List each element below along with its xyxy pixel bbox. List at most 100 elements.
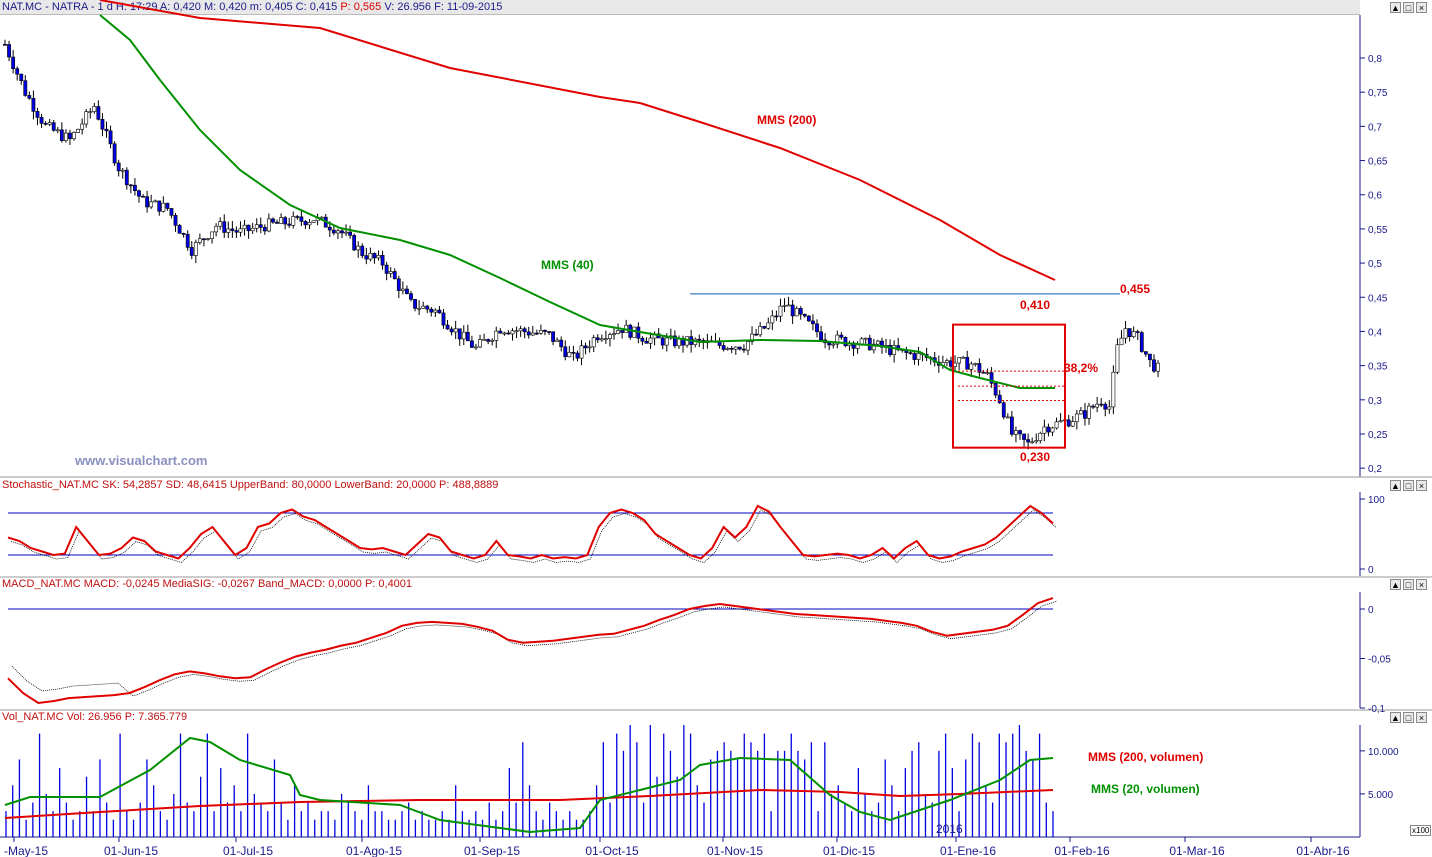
candle-body	[575, 352, 580, 359]
candle-body	[697, 338, 702, 341]
candle-body	[1074, 413, 1079, 422]
candle-body	[1131, 331, 1136, 337]
macd-title: MACD_NAT.MC MACD: -0,0245 MediaSIG: -0,0…	[2, 578, 413, 590]
candle-body	[161, 202, 166, 212]
candle-body	[214, 225, 219, 233]
candle-body	[770, 315, 775, 324]
candle-body	[599, 338, 604, 341]
candle-body	[76, 128, 80, 133]
candle-body	[640, 337, 645, 342]
stoch-k-line	[7, 504, 1054, 560]
candle-body	[1038, 432, 1043, 441]
header-p-value: P: 0,565	[340, 1, 382, 13]
candle-body	[116, 162, 121, 172]
mma40-line	[99, 14, 1055, 389]
candle-body	[1115, 344, 1120, 373]
candle-body	[526, 331, 531, 336]
candle-body	[969, 363, 974, 370]
candle-body	[39, 117, 44, 124]
candle-body	[47, 122, 52, 125]
candle-body	[3, 44, 7, 46]
candle-body	[567, 352, 572, 358]
restore-button-1[interactable]: □	[1403, 2, 1414, 13]
candle-body	[831, 343, 836, 346]
candle-body	[429, 308, 434, 313]
maximize-button-4[interactable]: ▲	[1390, 712, 1401, 723]
candle-body	[603, 338, 608, 340]
price-tick-label-5: 0,55	[1368, 225, 1388, 236]
restore-button-4[interactable]: □	[1403, 712, 1414, 723]
candle-body	[506, 332, 511, 335]
close-button-2[interactable]: ×	[1416, 480, 1427, 491]
candle-body	[210, 231, 214, 239]
x-label-10: 01-Mar-16	[1169, 844, 1225, 857]
candle-body	[786, 304, 791, 307]
candle-body	[750, 333, 754, 342]
close-button-4[interactable]: ×	[1416, 712, 1427, 723]
candle-body	[997, 394, 1002, 404]
candle-body	[563, 346, 568, 358]
restore-button-3[interactable]: □	[1403, 579, 1414, 590]
candle-body	[137, 190, 141, 197]
price-tick-label-2: 0,7	[1368, 122, 1382, 133]
candle-body	[181, 233, 186, 235]
candle-body	[774, 315, 779, 318]
candle-body	[742, 348, 746, 351]
price-annotation-3: 0,410	[1020, 298, 1050, 312]
candle-body	[271, 218, 275, 223]
candle-body	[746, 341, 750, 351]
maximize-button-2[interactable]: ▲	[1390, 480, 1401, 491]
candle-body	[413, 299, 417, 309]
candle-body	[1042, 426, 1047, 434]
candle-body	[242, 224, 247, 230]
candle-body	[534, 332, 539, 335]
candle-body	[571, 352, 576, 354]
candle-body	[827, 342, 832, 346]
volume-scale-tag: x100	[1410, 825, 1432, 836]
candle-body	[197, 238, 202, 243]
candle-body	[543, 329, 547, 332]
close-button-3[interactable]: ×	[1416, 579, 1427, 590]
candle-body	[608, 334, 612, 339]
candle-body	[1099, 403, 1104, 406]
candle-body	[559, 339, 564, 348]
candle-body	[449, 328, 454, 333]
candle-body	[380, 255, 385, 266]
candle-body	[985, 372, 990, 374]
candle-body	[1001, 402, 1006, 418]
x-label-0: -May-15	[4, 844, 48, 857]
candle-body	[729, 347, 734, 350]
chart-header: NAT.MC - NATRA - 1 d H: 17:29 A: 0,420 M…	[0, 0, 1360, 15]
candle-body	[871, 343, 876, 351]
candle-body	[916, 353, 921, 360]
price-annotation-4: 38,2%	[1064, 361, 1098, 375]
close-button-1[interactable]: ×	[1416, 2, 1427, 13]
candle-body	[835, 334, 840, 345]
candle-body	[128, 184, 133, 187]
candle-body	[819, 331, 823, 341]
candle-body	[437, 309, 442, 314]
vol-mma20-line	[4, 736, 1054, 834]
candle-body	[64, 132, 68, 141]
maximize-button-3[interactable]: ▲	[1390, 579, 1401, 590]
candle-body	[660, 337, 665, 346]
candle-body	[766, 322, 771, 329]
price-annotation-1: MMS (40)	[541, 258, 594, 272]
candle-body	[141, 195, 145, 198]
candle-body	[368, 253, 373, 260]
restore-button-2[interactable]: □	[1403, 480, 1414, 491]
candle-body	[482, 339, 486, 341]
maximize-button-1[interactable]: ▲	[1390, 2, 1401, 13]
candle-body	[1156, 362, 1160, 372]
x-label-6: 01-Nov-15	[707, 844, 763, 857]
candle-body	[892, 345, 897, 355]
candle-body	[1135, 331, 1140, 333]
x-label-8: 01-Ene-16	[940, 844, 996, 857]
candle-body	[246, 224, 251, 232]
candle-body	[758, 326, 763, 336]
candle-body	[35, 111, 40, 118]
candle-body	[133, 184, 137, 192]
candle-body	[344, 231, 348, 234]
candle-body	[307, 221, 312, 226]
